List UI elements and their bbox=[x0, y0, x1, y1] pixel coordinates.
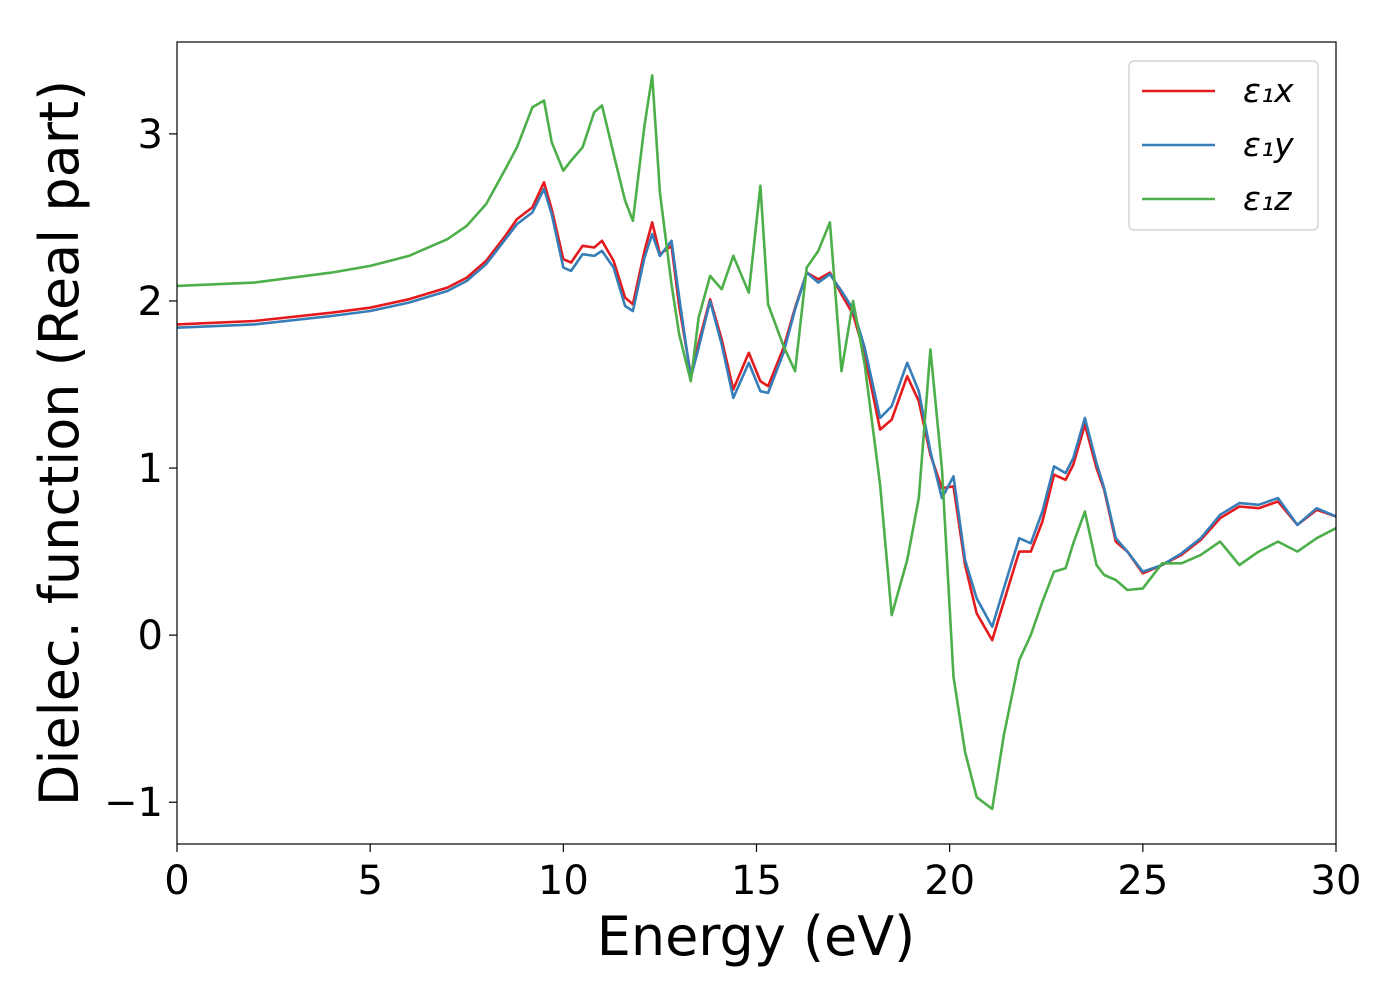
x-tick-label: 5 bbox=[357, 858, 382, 904]
y-tick-label: 2 bbox=[138, 279, 163, 325]
legend-label-1: ε₁x bbox=[1243, 71, 1294, 110]
y-tick-label: 3 bbox=[138, 112, 163, 158]
legend-label-2: ε₁y bbox=[1243, 125, 1294, 164]
x-tick-label: 25 bbox=[1117, 858, 1168, 904]
x-axis: 0 5 10 15 20 25 30 bbox=[164, 844, 1361, 904]
series-line-2 bbox=[176, 187, 1337, 629]
x-tick-label: 0 bbox=[164, 858, 189, 904]
y-tick-label: 0 bbox=[138, 613, 163, 659]
x-axis-title: Energy (eV) bbox=[597, 905, 916, 968]
series-layer bbox=[176, 74, 1337, 811]
legend-box bbox=[1128, 60, 1319, 231]
y-tick-label: −1 bbox=[104, 780, 163, 826]
legend: ε₁x ε₁y ε₁z bbox=[1128, 60, 1319, 231]
x-tick-label: 10 bbox=[538, 858, 589, 904]
series-line-3 bbox=[176, 74, 1337, 811]
y-tick-label: 1 bbox=[138, 446, 163, 492]
legend-label-3: ε₁z bbox=[1243, 179, 1292, 218]
x-tick-label: 15 bbox=[731, 858, 782, 904]
y-axis: −1 0 1 2 3 bbox=[104, 112, 177, 826]
x-tick-label: 30 bbox=[1311, 858, 1362, 904]
y-axis-title: Dielec. function (Real part) bbox=[28, 80, 91, 806]
x-tick-label: 20 bbox=[924, 858, 975, 904]
